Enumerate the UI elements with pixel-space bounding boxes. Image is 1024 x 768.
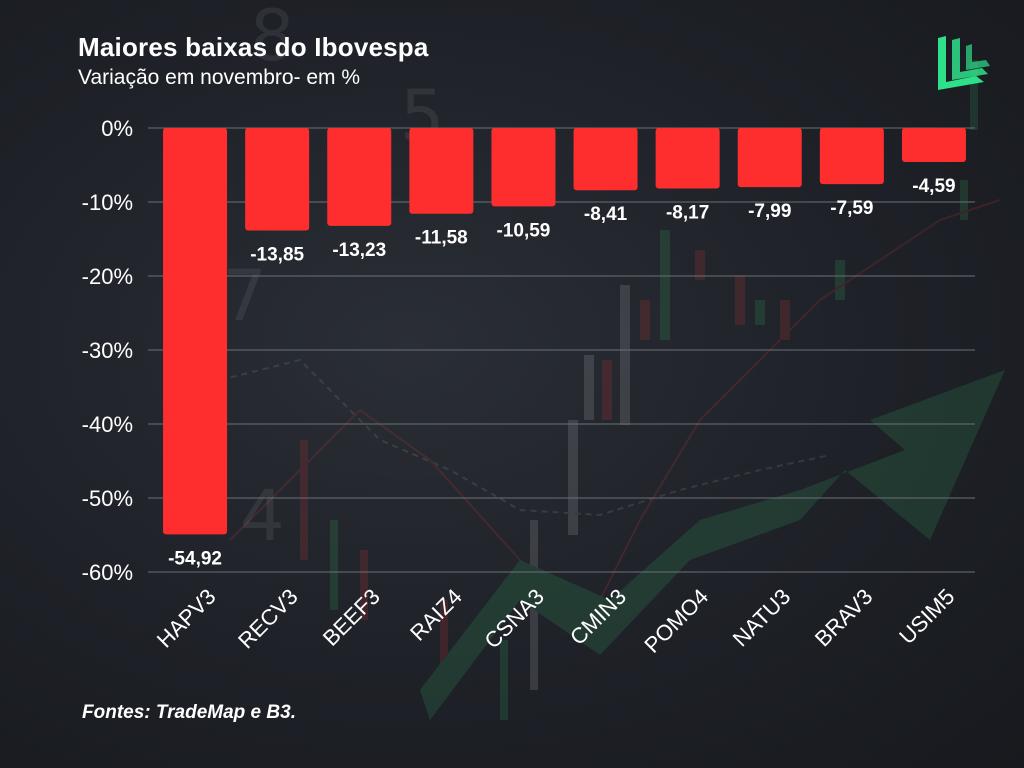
y-tick-label: -30% — [82, 338, 133, 363]
y-tick-label: -50% — [82, 486, 133, 511]
bar — [327, 128, 392, 226]
data-label: -7,59 — [830, 198, 873, 219]
svg-text:4: 4 — [240, 475, 285, 557]
data-label: -13,85 — [250, 244, 304, 265]
bar — [409, 128, 474, 214]
bar — [245, 128, 310, 231]
chart-subtitle: Variação em novembro- em % — [78, 66, 361, 89]
y-tick-label: -60% — [82, 560, 133, 585]
bar — [655, 128, 720, 189]
x-tick-label: BRAV3 — [810, 584, 878, 652]
data-label: -8,41 — [584, 204, 628, 225]
data-label: -4,59 — [912, 176, 955, 197]
x-tick-label: USIM5 — [894, 584, 959, 649]
book-pages-logo-icon — [938, 36, 990, 90]
data-label: -10,59 — [497, 220, 551, 241]
x-tick-label: CSNA3 — [479, 584, 549, 654]
x-tick-label: RAIZ4 — [405, 584, 467, 646]
chart-title: Maiores baixas do Ibovespa — [78, 32, 429, 62]
data-label: -13,23 — [332, 240, 386, 261]
svg-text:8: 8 — [250, 0, 295, 77]
x-tick-label: NATU3 — [728, 584, 796, 652]
data-label: -54,92 — [168, 548, 222, 569]
x-tick-label: POMO4 — [639, 584, 713, 658]
x-tick-label: CMIN3 — [565, 584, 631, 650]
data-label: -7,99 — [748, 201, 791, 222]
y-tick-label: -20% — [82, 264, 133, 289]
bar — [573, 128, 638, 191]
y-tick-label: -40% — [82, 412, 133, 437]
y-tick-label: -10% — [82, 190, 133, 215]
bar — [819, 128, 884, 185]
bar — [737, 128, 802, 188]
bar — [901, 128, 966, 162]
data-label: -8,17 — [666, 202, 709, 223]
y-tick-label: 0% — [101, 116, 133, 141]
x-tick-label: RECV3 — [233, 584, 303, 654]
x-tick-label: HAPV3 — [152, 584, 221, 653]
source-note: Fontes: TradeMap e B3. — [82, 702, 296, 723]
bar — [163, 128, 228, 535]
data-label: -11,58 — [415, 228, 468, 249]
x-tick-label: BEEF3 — [318, 584, 385, 651]
bar — [491, 128, 556, 207]
